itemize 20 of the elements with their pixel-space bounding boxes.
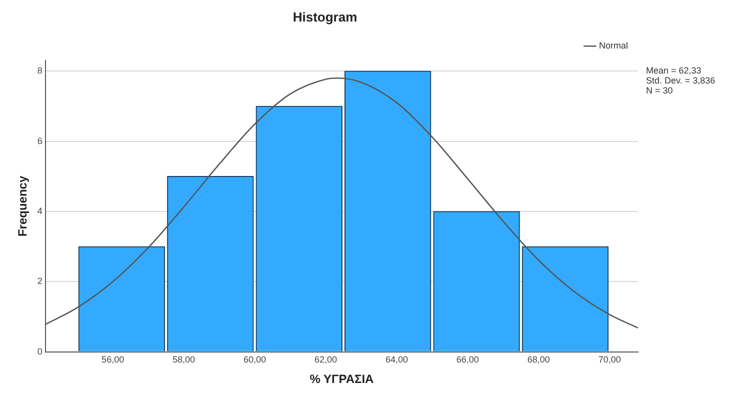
x-tick-label: 66,00	[456, 354, 479, 365]
y-tick-label: 4	[37, 206, 42, 216]
text: N = 30	[646, 86, 673, 96]
text: Mean = 62,33	[646, 66, 702, 76]
legend-label: Normal	[598, 40, 628, 51]
chart-title: Histogram	[292, 9, 358, 24]
y-tick-label: 2	[37, 276, 42, 286]
x-axis-title: % ΥΓΡΑΣΙΑ	[310, 372, 374, 386]
x-tick-label: 60,00	[244, 354, 266, 365]
y-axis-title: Frequency	[16, 176, 30, 237]
x-tick-label: 56,00	[102, 354, 124, 365]
x-tick-label: 64,00	[385, 354, 408, 365]
y-tick-label: 0	[37, 346, 42, 356]
y-tick-label: 6	[37, 136, 42, 146]
x-tick-label: 70,00	[598, 354, 621, 365]
text: Std. Dev. = 3,836	[646, 76, 716, 86]
y-tick-label: 8	[37, 66, 42, 76]
x-tick-label: 68,00	[527, 354, 550, 365]
x-tick-label: 62,00	[314, 354, 337, 365]
x-tick-label: 58,00	[172, 354, 196, 365]
